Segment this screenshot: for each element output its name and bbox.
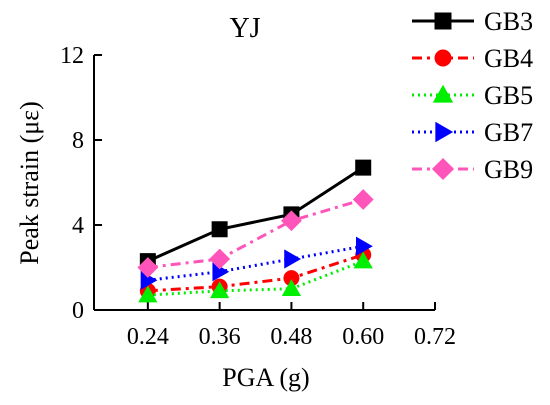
data-point-gb9 <box>352 189 374 210</box>
legend-item-gb9: GB9 <box>412 155 533 184</box>
legend-label-gb3: GB3 <box>484 7 533 36</box>
data-point-gb9 <box>281 210 302 232</box>
legend-label-gb4: GB4 <box>484 44 533 73</box>
data-point-gb3 <box>211 221 228 238</box>
y-tick-label: 4 <box>72 213 84 239</box>
data-point-gb3 <box>355 159 372 176</box>
data-point-gb5 <box>210 281 230 299</box>
data-point-gb7 <box>140 270 158 290</box>
chart-title: YJ <box>229 13 260 44</box>
series-line-gb3 <box>147 166 365 263</box>
legend-label-gb7: GB7 <box>484 118 533 147</box>
x-tick-label: 0.60 <box>342 324 384 350</box>
legend-marker-gb4 <box>434 49 452 67</box>
legend-item-gb5: GB5 <box>412 81 533 110</box>
data-point-gb9 <box>209 248 231 270</box>
series-line-gb9 <box>147 198 364 269</box>
legend-marker-gb9 <box>431 157 455 181</box>
series-line-gb7 <box>147 244 364 282</box>
legend-marker-gb3 <box>434 12 452 30</box>
data-point-gb7 <box>356 236 373 256</box>
legend-item-gb4: GB4 <box>412 44 533 73</box>
data-point-gb5 <box>281 279 302 296</box>
legend-marker-gb5 <box>432 84 454 103</box>
data-point-gb4 <box>283 270 300 287</box>
x-tick-label: 0.72 <box>414 324 456 350</box>
data-point-gb9 <box>137 257 159 278</box>
legend-item-gb3: GB3 <box>412 7 533 36</box>
series-line-gb4 <box>147 253 364 293</box>
x-tick-label: 0.24 <box>127 324 169 350</box>
data-point-gb5 <box>138 285 158 303</box>
legend-item-gb7: GB7 <box>412 118 533 147</box>
x-tick-label: 0.48 <box>270 324 312 350</box>
x-axis-title: PGA (g) <box>222 363 309 392</box>
y-tick-label: 8 <box>72 128 84 154</box>
data-point-gb7 <box>284 249 302 269</box>
legend-marker-gb7 <box>435 121 454 143</box>
legend-label-gb5: GB5 <box>484 81 533 110</box>
legend-label-gb9: GB9 <box>484 155 533 184</box>
y-tick-label: 12 <box>60 43 84 69</box>
x-tick-label: 0.36 <box>199 324 241 350</box>
y-tick-label: 0 <box>72 298 84 324</box>
data-point-gb7 <box>212 262 230 282</box>
y-axis-title: Peak strain (με) <box>15 101 44 264</box>
data-point-gb5 <box>353 251 373 269</box>
